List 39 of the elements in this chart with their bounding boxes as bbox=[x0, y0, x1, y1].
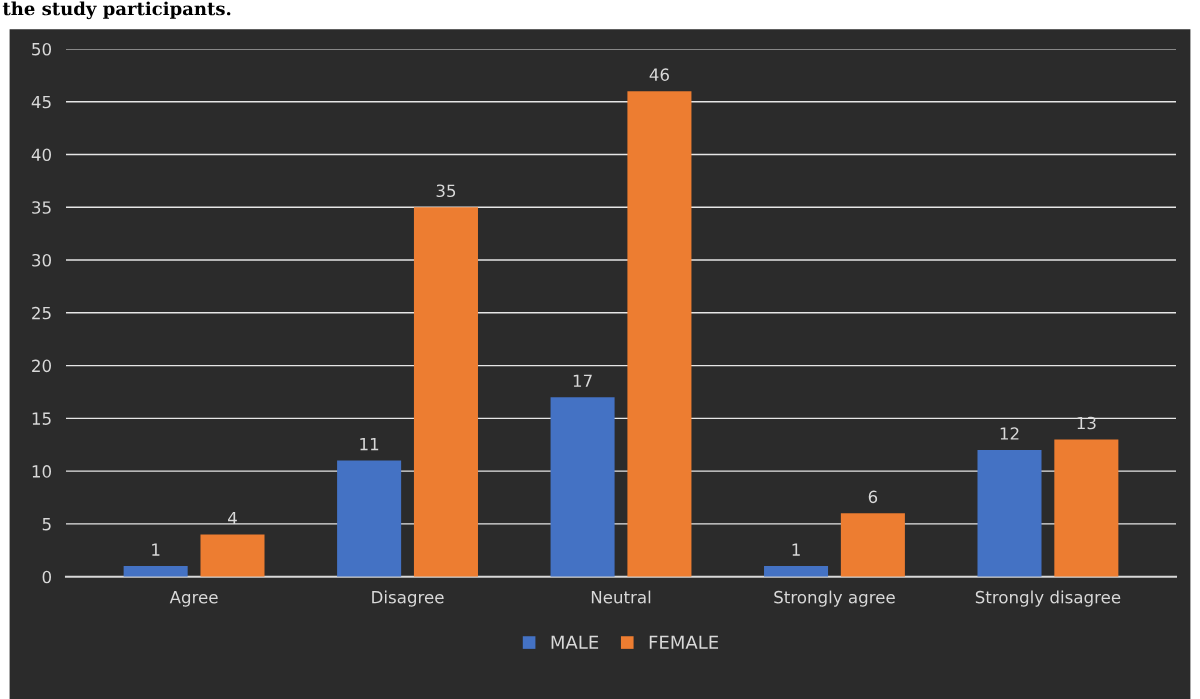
bar bbox=[1054, 439, 1119, 577]
bar bbox=[627, 91, 692, 577]
data-label: 1 bbox=[792, 543, 800, 556]
x-tick-label: Neutral bbox=[591, 590, 651, 604]
legend-label: FEMALE bbox=[649, 635, 719, 649]
x-tick-label: Strongly agree bbox=[774, 590, 895, 607]
y-tick-label: 30 bbox=[32, 253, 51, 267]
y-tick-label: 50 bbox=[32, 42, 51, 56]
y-tick-label: 10 bbox=[32, 465, 51, 478]
data-label: 12 bbox=[1000, 427, 1019, 440]
legend-label: MALE bbox=[551, 635, 599, 649]
data-label: 4 bbox=[228, 511, 237, 525]
bar bbox=[200, 534, 265, 577]
y-tick-label: 25 bbox=[32, 306, 51, 320]
x-tick-label: Strongly disagree bbox=[975, 590, 1121, 607]
bar bbox=[413, 207, 478, 577]
x-tick-label: Agree bbox=[169, 591, 218, 607]
bar bbox=[337, 460, 402, 577]
data-label: 11 bbox=[360, 438, 379, 451]
y-tick-label: 20 bbox=[32, 359, 51, 373]
data-label: 13 bbox=[1077, 416, 1096, 430]
y-tick-label: 0 bbox=[42, 570, 51, 584]
bar bbox=[123, 566, 188, 577]
data-label: 46 bbox=[649, 68, 669, 81]
bar bbox=[840, 513, 905, 577]
y-tick-label: 5 bbox=[42, 518, 51, 531]
data-label: 1 bbox=[152, 543, 160, 556]
data-label: 35 bbox=[436, 184, 456, 198]
y-tick-label: 15 bbox=[32, 412, 51, 425]
bar bbox=[550, 397, 615, 577]
bar bbox=[977, 450, 1042, 577]
x-tick-label: Disagree bbox=[372, 590, 444, 607]
y-tick-label: 40 bbox=[31, 148, 51, 162]
chart-title: the study participants. bbox=[2, 1, 231, 20]
data-label: 17 bbox=[573, 374, 592, 387]
y-tick-label: 35 bbox=[32, 201, 51, 214]
y-tick-label: 45 bbox=[31, 95, 51, 109]
data-label: 6 bbox=[868, 490, 878, 504]
bar bbox=[764, 566, 829, 577]
